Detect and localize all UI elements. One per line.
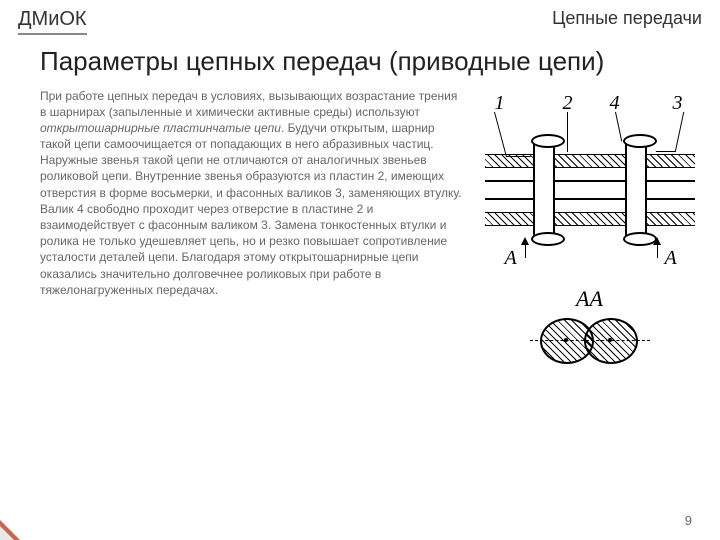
page-title: Параметры цепных передач (приводные цепи… xyxy=(0,35,720,88)
figure-column: 1 2 4 3 A A AA xyxy=(477,88,702,366)
header-right: Цепные передачи xyxy=(552,8,702,29)
middle-plate xyxy=(485,180,695,200)
pin-left xyxy=(533,142,555,238)
arrow-right-line xyxy=(657,244,658,258)
label-2: 2 xyxy=(563,92,573,115)
leader-4 xyxy=(615,111,622,141)
pin-right xyxy=(625,142,647,238)
section-AA-label: AA xyxy=(576,286,603,312)
leader-3 xyxy=(655,112,684,152)
top-diagram: 1 2 4 3 A A xyxy=(485,92,695,262)
bottom-diagram xyxy=(530,318,650,366)
A-right: A xyxy=(665,247,677,270)
p2: . Будучи открытым, шарнир такой цепи сам… xyxy=(40,121,462,297)
corner-fold-front xyxy=(0,526,14,540)
band-top xyxy=(485,154,695,168)
A-left: A xyxy=(505,247,517,270)
page-number: 9 xyxy=(685,513,692,528)
header-left: ДМиОК xyxy=(18,8,87,35)
body-text: При работе цепных передач в условиях, вы… xyxy=(40,88,465,366)
italic-term: открытошарнирные пластинчатые цепи xyxy=(40,121,281,135)
leader-2 xyxy=(567,112,568,152)
p1: При работе цепных передач в условиях, вы… xyxy=(40,89,457,119)
content-area: При работе цепных передач в условиях, вы… xyxy=(0,88,720,366)
arrow-left-line xyxy=(525,244,526,258)
band-bottom xyxy=(485,212,695,226)
centerline xyxy=(530,340,650,341)
leader-1 xyxy=(493,112,530,157)
